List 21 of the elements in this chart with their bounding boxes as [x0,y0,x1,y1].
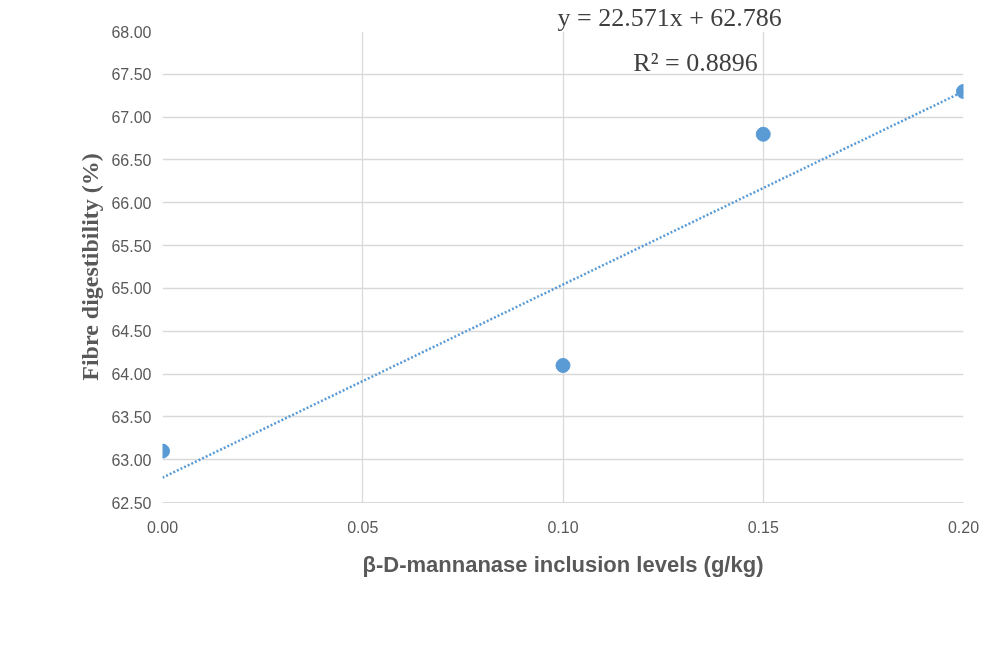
y-tick-label: 66.50 [111,151,152,169]
text: y = 22.571x + 62.786 [557,2,782,32]
y-tick-label: 67.50 [111,66,152,84]
y-tick-label: 63.00 [111,451,152,469]
y-tick-label: 67.00 [111,109,152,127]
y-tick-label: 68.00 [111,23,152,41]
x-axis-title: β-D-mannanase inclusion levels (g/kg) [362,551,764,577]
x-tick-label: 0.20 [947,518,980,536]
x-tick-label: 0.15 [747,518,779,536]
x-tick-label: 0.00 [146,518,179,536]
annotation: R² = 0.8896 [633,48,758,77]
y-tick-label: 64.50 [111,323,152,341]
y-tick-label: 63.50 [111,408,152,426]
y-tick-label: 66.00 [111,194,152,212]
y-tick-label: 65.50 [111,237,152,255]
y-axis-title: Fibre digestibility (%) [77,153,104,381]
y-tick-label: 64.00 [111,366,152,384]
y-tick-label: 65.00 [111,280,152,298]
x-tick-label: 0.05 [347,518,379,536]
y-tick-label: 62.50 [111,494,152,512]
x-tick-label: 0.10 [547,518,579,536]
